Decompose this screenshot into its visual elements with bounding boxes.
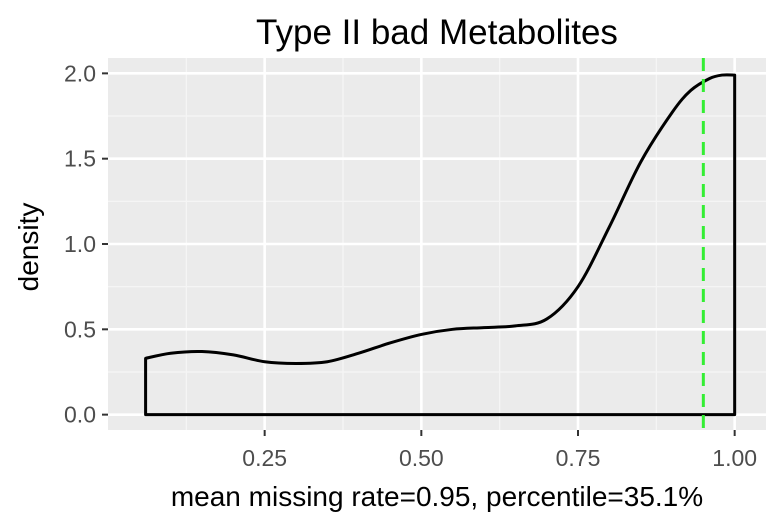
grid — [108, 58, 766, 430]
y-tick-label: 2.0 — [64, 60, 96, 86]
x-axis-title: mean missing rate=0.95, percentile=35.1% — [171, 481, 703, 512]
x-tick-label: 0.50 — [399, 445, 444, 471]
x-tick-label: 1.00 — [712, 445, 757, 471]
density-curve — [144, 73, 737, 417]
y-tick-label: 0.0 — [64, 402, 96, 428]
y-tick-label: 1.0 — [64, 231, 96, 257]
ticks: 0.25 0.50 0.75 1.00 0.0 0.5 1.0 1.5 2.0 — [64, 60, 757, 471]
y-tick-label: 1.5 — [64, 146, 96, 172]
chart-title: Type II bad Metabolites — [256, 13, 618, 52]
y-axis-title: density — [13, 203, 44, 292]
data-marks — [144, 58, 737, 430]
x-tick-label: 0.25 — [242, 445, 287, 471]
x-tick-label: 0.75 — [556, 445, 601, 471]
y-tick-label: 0.5 — [64, 316, 96, 342]
